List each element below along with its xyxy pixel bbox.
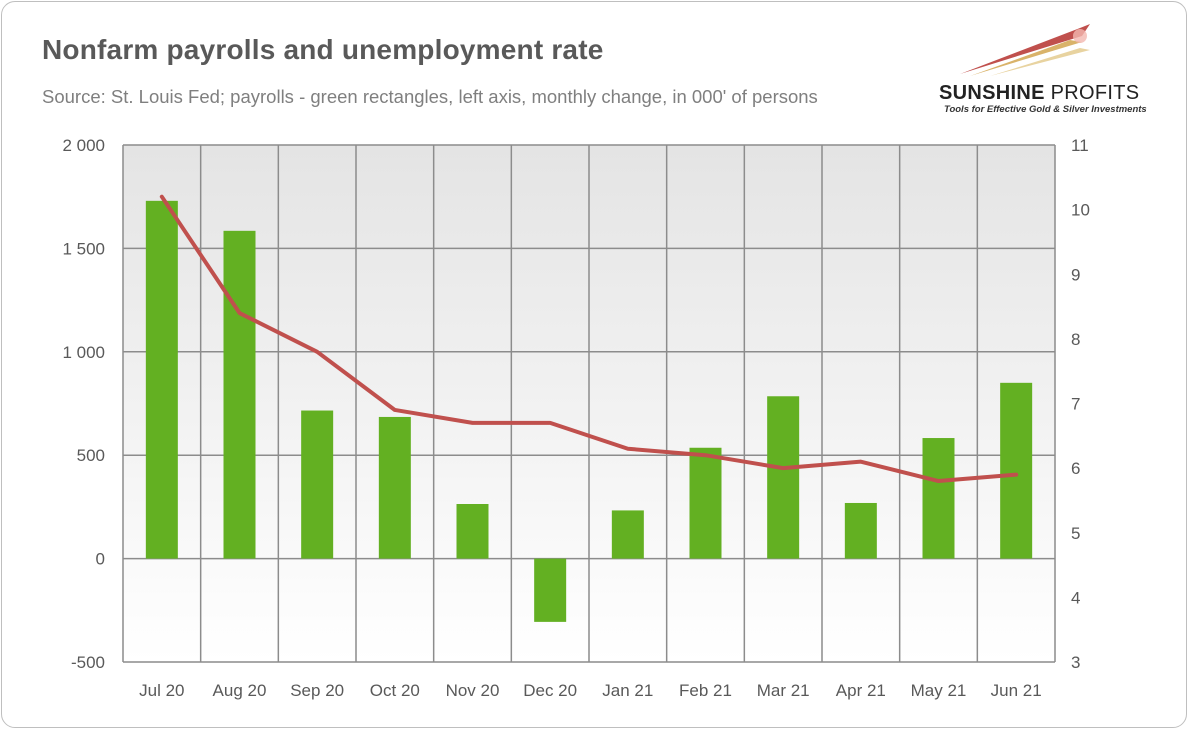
x-axis-tick-label: Jan 21: [602, 681, 653, 700]
payroll-bar: [145, 200, 178, 559]
x-axis-tick-label: Feb 21: [679, 681, 732, 700]
payroll-bar: [689, 447, 722, 559]
right-axis-tick-label: 3: [1071, 653, 1080, 672]
right-axis-tick-label: 10: [1071, 201, 1090, 220]
chart-title: Nonfarm payrolls and unemployment rate: [42, 34, 604, 65]
left-axis-tick-label: 0: [96, 550, 105, 569]
payroll-bar: [611, 510, 644, 559]
left-axis-tick-label: 500: [77, 446, 105, 465]
right-axis-tick-label: 8: [1071, 330, 1080, 349]
x-axis-tick-label: Nov 20: [446, 681, 500, 700]
x-axis-tick-label: Oct 20: [370, 681, 420, 700]
payroll-bar: [378, 416, 411, 559]
x-axis-tick-label: Sep 20: [290, 681, 344, 700]
right-axis-tick-label: 7: [1071, 395, 1080, 414]
logo-name-thin: PROFITS: [1044, 82, 1140, 104]
right-axis-tick-label: 11: [1071, 136, 1089, 155]
sunshine-profits-logo-icon: [960, 24, 1090, 76]
left-axis-tick-label: 1 500: [62, 239, 105, 258]
payroll-bar: [767, 396, 800, 559]
payroll-bar: [1000, 382, 1033, 559]
right-axis-tick-label: 6: [1071, 459, 1080, 478]
payroll-bar: [456, 504, 489, 559]
payroll-bar: [223, 230, 256, 559]
logo-tagline: Tools for Effective Gold & Silver Invest…: [944, 104, 1147, 115]
logo-name-bold: SUNSHINE: [939, 82, 1045, 104]
left-axis-tick-label: -500: [71, 653, 105, 672]
chart-subtitle: Source: St. Louis Fed; payrolls - green …: [42, 86, 818, 107]
payroll-bar: [534, 558, 567, 622]
x-axis-tick-label: Dec 20: [523, 681, 577, 700]
payroll-bar: [922, 438, 955, 559]
logo-wordmark: SUNSHINE PROFITS: [939, 82, 1139, 105]
right-axis-tick-label: 4: [1071, 588, 1080, 607]
right-axis-tick-label: 9: [1071, 265, 1080, 284]
unemployment-line: [159, 194, 1019, 484]
right-axis-tick-label: 5: [1071, 524, 1080, 543]
x-axis-tick-label: Jul 20: [139, 681, 184, 700]
x-axis-tick-label: Apr 21: [836, 681, 886, 700]
payroll-bar: [301, 410, 334, 559]
x-axis-tick-label: Aug 20: [213, 681, 267, 700]
x-axis-tick-label: Mar 21: [757, 681, 810, 700]
left-axis-tick-label: 2 000: [62, 136, 105, 155]
x-axis-tick-label: May 21: [911, 681, 967, 700]
left-axis-tick-label: 1 000: [62, 343, 105, 362]
payroll-bar: [844, 502, 877, 559]
x-axis-tick-label: Jun 21: [991, 681, 1042, 700]
